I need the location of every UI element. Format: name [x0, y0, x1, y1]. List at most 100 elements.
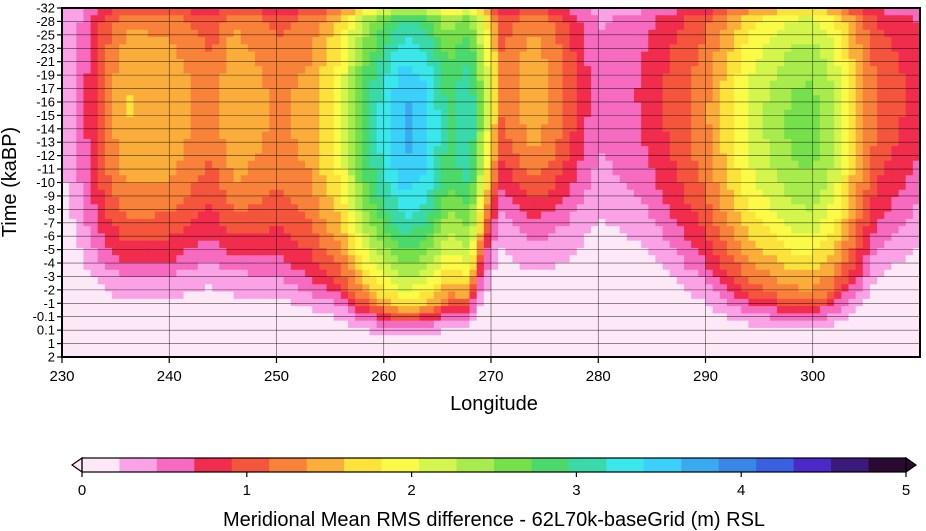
heatmap-cell	[598, 66, 606, 75]
heatmap-cell	[154, 160, 163, 169]
heatmap-cell	[705, 95, 714, 104]
heatmap-cell	[676, 167, 685, 176]
heatmap-cell	[405, 167, 413, 176]
heatmap-cell	[147, 197, 156, 205]
heatmap-cell	[769, 131, 778, 140]
heatmap-cell	[448, 153, 456, 162]
heatmap-cell	[691, 138, 699, 147]
heatmap-cell	[748, 22, 757, 31]
heatmap-cell	[426, 189, 435, 198]
heatmap-cell	[726, 102, 735, 111]
heatmap-cell	[255, 306, 263, 314]
heatmap-cell	[834, 29, 842, 38]
heatmap-cell	[333, 117, 342, 125]
heatmap-cell	[405, 131, 413, 140]
heatmap-cell	[898, 37, 907, 45]
heatmap-cell	[255, 247, 263, 256]
heatmap-cell	[419, 167, 428, 176]
heatmap-cell	[605, 255, 614, 264]
heatmap-cell	[398, 80, 406, 89]
heatmap-cell	[190, 153, 199, 162]
heatmap-cell	[712, 240, 721, 249]
heatmap-cell	[169, 8, 177, 16]
heatmap-cell	[541, 80, 549, 89]
heatmap-cell	[548, 240, 556, 249]
heatmap-cell	[533, 80, 542, 89]
heatmap-cell	[648, 37, 657, 45]
heatmap-cell	[848, 80, 857, 89]
heatmap-cell	[312, 167, 320, 176]
heatmap-cell	[533, 66, 542, 75]
heatmap-cell	[519, 197, 528, 205]
heatmap-cell	[205, 15, 213, 24]
heatmap-cell	[483, 167, 492, 176]
heatmap-cell	[719, 146, 728, 155]
heatmap-cell	[748, 73, 757, 82]
heatmap-cell	[869, 66, 878, 75]
heatmap-cell	[183, 175, 192, 184]
heatmap-cell	[612, 22, 621, 31]
heatmap-cell	[154, 226, 163, 234]
heatmap-cell	[769, 138, 778, 147]
heatmap-cell	[412, 22, 421, 31]
heatmap-cell	[726, 146, 735, 155]
heatmap-cell	[569, 117, 578, 125]
heatmap-cell	[734, 175, 742, 184]
heatmap-cell	[626, 73, 635, 82]
heatmap-cell	[240, 167, 249, 176]
heatmap-cell	[777, 247, 785, 256]
heatmap-cell	[598, 226, 606, 234]
heatmap-cell	[791, 29, 800, 38]
heatmap-cell	[126, 73, 135, 82]
heatmap-cell	[784, 153, 792, 162]
heatmap-cell	[912, 160, 920, 169]
heatmap-cell	[576, 262, 585, 271]
heatmap-cell	[348, 102, 356, 111]
heatmap-cell	[140, 37, 149, 45]
heatmap-cell	[719, 131, 728, 140]
heatmap-cell	[912, 22, 920, 31]
heatmap-cell	[412, 146, 421, 155]
heatmap-cell	[390, 211, 399, 220]
heatmap-cell	[884, 80, 892, 89]
heatmap-cell	[819, 233, 828, 242]
heatmap-cell	[791, 175, 800, 184]
heatmap-cell	[412, 291, 421, 300]
heatmap-cell	[476, 269, 485, 278]
heatmap-cell	[283, 247, 292, 256]
heatmap-cell	[555, 306, 564, 314]
heatmap-cell	[433, 109, 442, 118]
heatmap-cell	[112, 291, 120, 300]
heatmap-cell	[798, 131, 807, 140]
heatmap-cell	[519, 22, 528, 31]
heatmap-cell	[455, 298, 463, 307]
heatmap-cell	[912, 73, 920, 82]
heatmap-cell	[448, 8, 456, 16]
heatmap-cell	[634, 211, 642, 220]
heatmap-cell	[905, 131, 914, 140]
heatmap-cell	[762, 291, 771, 300]
heatmap-cell	[698, 37, 707, 45]
heatmap-cell	[576, 233, 585, 242]
heatmap-cell	[626, 146, 635, 155]
heatmap-cell	[448, 51, 456, 60]
heatmap-cell	[762, 255, 771, 264]
heatmap-cell	[591, 15, 599, 24]
heatmap-cell	[90, 306, 99, 314]
heatmap-cell	[290, 255, 299, 264]
heatmap-cell	[69, 306, 77, 314]
heatmap-cell	[62, 204, 70, 213]
heatmap-cell	[476, 247, 485, 256]
heatmap-cell	[362, 247, 371, 256]
heatmap-cell	[605, 306, 614, 314]
heatmap-cell	[726, 29, 735, 38]
heatmap-cell	[312, 22, 320, 31]
heatmap-cell	[104, 306, 113, 314]
heatmap-cell	[212, 22, 220, 31]
heatmap-cell	[197, 182, 206, 191]
heatmap-cell	[154, 284, 163, 293]
heatmap-cell	[705, 80, 714, 89]
heatmap-cell	[905, 124, 914, 133]
heatmap-cell	[762, 182, 771, 191]
heatmap-cell	[283, 211, 292, 220]
